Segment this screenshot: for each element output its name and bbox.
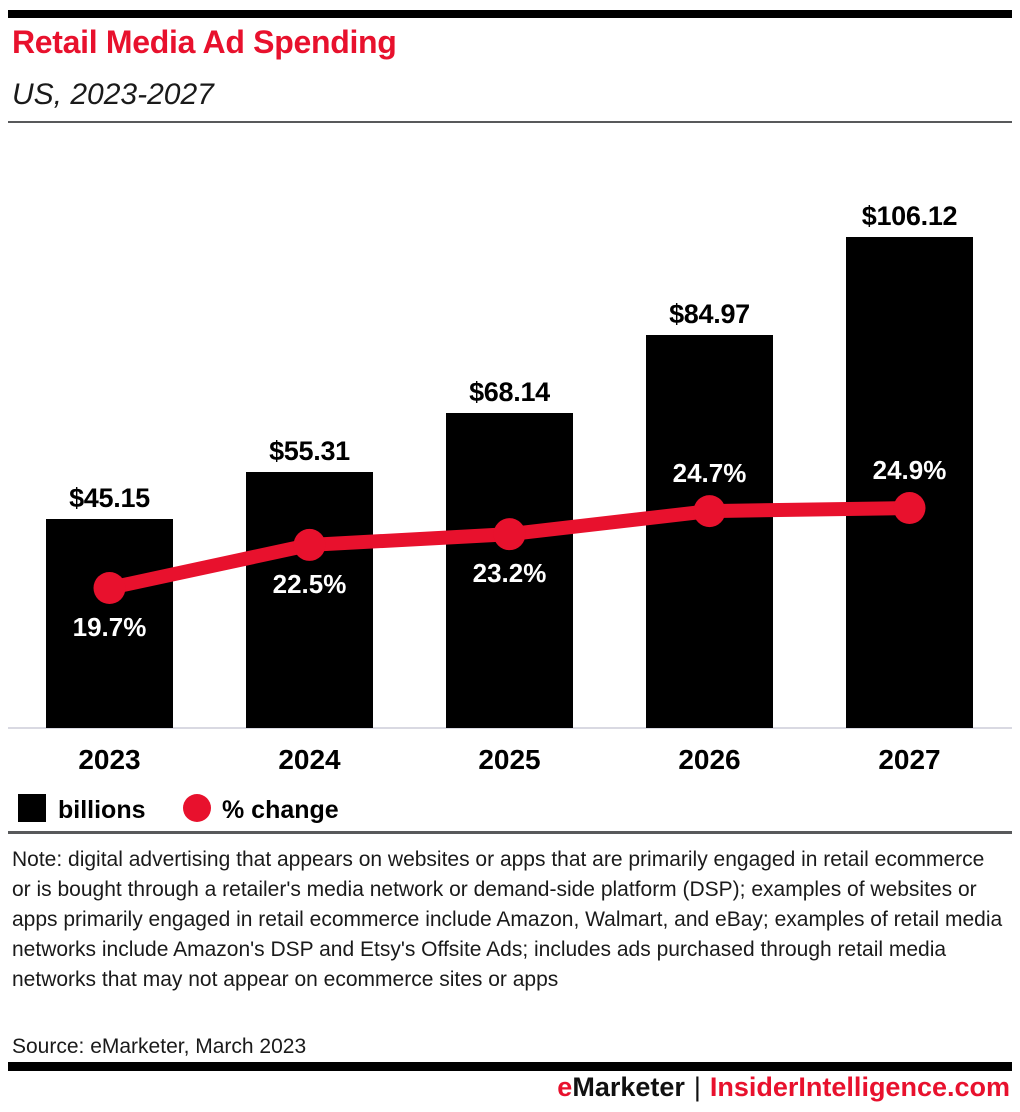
- trend-point-2024: [293, 528, 326, 561]
- legend-line-swatch-icon: [183, 794, 211, 822]
- header-divider: [8, 121, 1012, 123]
- bar-2026: [646, 334, 773, 728]
- x-axis-label-2027: 2027: [878, 744, 941, 775]
- pct-change-label-2026: 24.7%: [672, 458, 747, 489]
- bar-value-label-2023: $45.15: [69, 483, 150, 514]
- bar-2023: [46, 519, 173, 728]
- x-axis-label-2025: 2025: [478, 744, 541, 775]
- pct-change-label-2023: 19.7%: [72, 612, 147, 642]
- footer-divider-bar: [8, 1062, 1012, 1071]
- pct-change-label-2025: 23.2%: [472, 558, 547, 589]
- top-accent-bar: [8, 10, 1012, 18]
- x-axis-label-2026: 2026: [678, 744, 741, 775]
- pct-change-label-2024: 22.5%: [272, 568, 347, 599]
- note-text: Note: digital advertising that appears o…: [12, 848, 1003, 991]
- trend-point-2027: [893, 492, 926, 525]
- bar-value-label-2026: $84.97: [669, 298, 750, 329]
- legend-label-pct-change: % change: [222, 796, 339, 824]
- x-axis-label-2024: 2024: [278, 744, 341, 775]
- footer-brand: eMarketer | InsiderIntelligence.com: [557, 1072, 1010, 1103]
- trend-point-2025: [493, 518, 526, 551]
- bar-2024: [246, 472, 373, 728]
- x-axis-line: [8, 727, 1012, 729]
- legend-bar-swatch-icon: [18, 794, 46, 822]
- brand-name: Marketer: [572, 1072, 685, 1102]
- trend-point-2026: [693, 495, 726, 528]
- bar-value-label-2027: $106.12: [861, 201, 958, 231]
- trend-point-2023: [93, 572, 126, 604]
- legend-label-billions: billions: [58, 796, 146, 824]
- legend-divider: [8, 831, 1012, 834]
- brand-prefix: e: [557, 1072, 573, 1102]
- chart-title: Retail Media Ad Spending: [12, 24, 397, 60]
- pct-change-label-2027: 24.9%: [872, 455, 947, 486]
- chart-subtitle: US, 2023-2027: [12, 78, 214, 111]
- x-axis-label-2023: 2023: [78, 744, 141, 775]
- brand-separator: |: [693, 1072, 701, 1102]
- source-text: Source: eMarketer, March 2023: [12, 1035, 307, 1058]
- bar-value-label-2024: $55.31: [269, 436, 350, 467]
- brand-site-url: InsiderIntelligence.com: [709, 1072, 1010, 1102]
- bar-value-label-2025: $68.14: [469, 376, 550, 407]
- bar-2025: [446, 412, 573, 728]
- bar-2027: [846, 237, 973, 728]
